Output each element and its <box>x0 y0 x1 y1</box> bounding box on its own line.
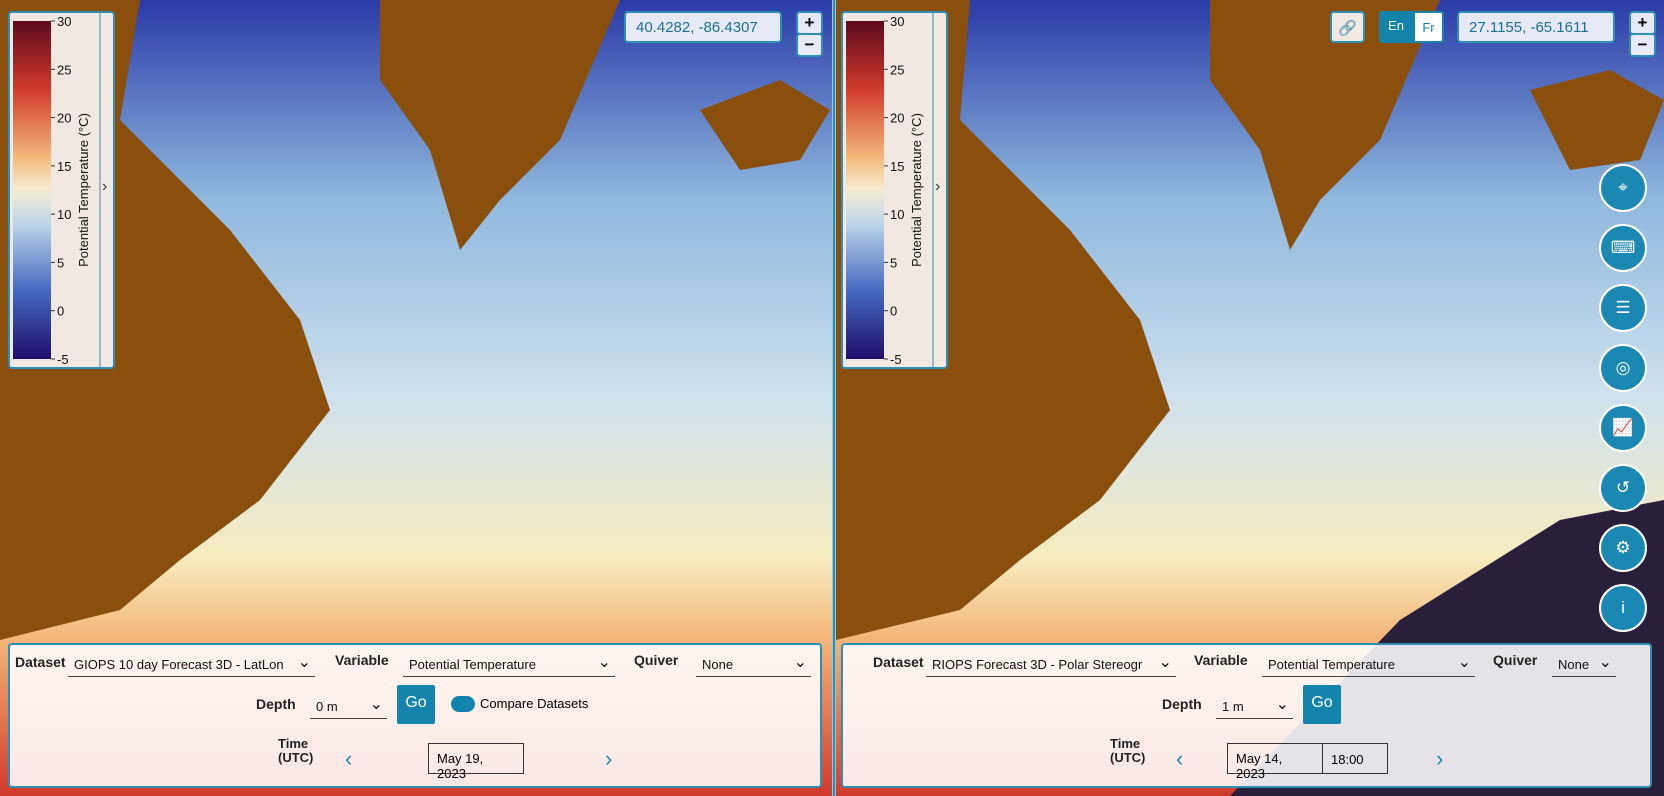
colorbar-tick-label: -5 <box>57 352 69 367</box>
collapse-arrow[interactable]: › <box>102 178 108 195</box>
compare-label[interactable]: Compare Datasets <box>480 696 589 711</box>
dataset-label: Dataset <box>15 654 66 670</box>
depth-select[interactable]: 0 m <box>310 697 387 719</box>
colorbar-tick-label: 30 <box>890 14 904 29</box>
colorbar-tick-label: 30 <box>57 14 71 29</box>
zoom-out[interactable]: − <box>796 33 823 57</box>
zoom-in[interactable]: + <box>1629 11 1656 35</box>
colorbar-tick-label: 25 <box>57 62 71 77</box>
prev-time[interactable]: ‹ <box>345 746 353 771</box>
date-picker[interactable]: May 14, 2023 <box>1227 743 1323 781</box>
variable-label: Variable <box>1194 652 1248 668</box>
dataset-select[interactable]: GIOPS 10 day Forecast 3D - LatLon <box>68 655 315 677</box>
compare-toggle[interactable] <box>451 696 475 712</box>
dataset-label: Dataset <box>873 654 924 670</box>
sidebar-button[interactable]: ⚙ <box>1599 524 1647 572</box>
colorbar-tick-label: 15 <box>890 159 904 174</box>
variable-select[interactable]: Potential Temperature <box>1262 655 1475 677</box>
next-time[interactable]: › <box>1436 746 1444 771</box>
colorbar-gradient <box>846 21 884 359</box>
quiver-label: Quiver <box>634 652 679 668</box>
dataset-select[interactable]: RIOPS Forecast 3D - Polar Stereogr <box>926 655 1176 677</box>
depth-label: Depth <box>256 696 296 712</box>
sidebar-button[interactable]: ◎ <box>1599 344 1647 392</box>
time-label: Time (UTC) <box>278 736 314 765</box>
go-button[interactable]: Go <box>1303 685 1341 724</box>
colorbar-scale: 30 25 20 15 10 5 0 -5 Potential Temperature (°C) <box>846 13 934 367</box>
lang-en[interactable]: En <box>1379 11 1413 43</box>
colorbar: 30 25 20 15 10 5 0 -5 Potential Temperature (°C)… <box>841 11 948 369</box>
zoom-out[interactable]: − <box>1629 33 1656 57</box>
colorbar-tick-label: 0 <box>57 304 64 319</box>
next-time[interactable]: › <box>605 746 613 771</box>
link-button[interactable]: 🔗 <box>1330 11 1365 43</box>
date-picker[interactable]: May 19, 2023 <box>428 743 524 781</box>
colorbar-gradient <box>13 21 51 359</box>
coordinates: 40.4282, -86.4307 <box>624 11 782 43</box>
coordinates: 27.1155, -65.1611 <box>1457 11 1615 43</box>
time-label: Time (UTC) <box>1110 736 1146 765</box>
depth-select[interactable]: 1 m <box>1216 697 1293 719</box>
colorbar-tick-label: 10 <box>57 207 71 222</box>
sidebar-button[interactable]: ⌨ <box>1599 224 1647 272</box>
quiver-label: Quiver <box>1493 652 1538 668</box>
sidebar-button[interactable]: ↺ <box>1599 464 1647 512</box>
colorbar-tick-label: -5 <box>890 352 902 367</box>
zoom-in[interactable]: + <box>796 11 823 35</box>
colorbar-tick-label: 15 <box>57 159 71 174</box>
colorbar-tick-label: 20 <box>57 111 71 126</box>
quiver-select[interactable]: None <box>1552 655 1616 677</box>
sidebar-button[interactable]: 📈 <box>1599 404 1647 452</box>
sidebar-button[interactable]: i <box>1599 584 1647 632</box>
colorbar-title: Potential Temperature (°C) <box>909 113 924 267</box>
colorbar-scale: 30 25 20 15 10 5 0 -5 Potential Temperature (°C) <box>13 13 101 367</box>
colorbar-tick-label: 5 <box>57 255 64 270</box>
depth-label: Depth <box>1162 696 1202 712</box>
variable-select[interactable]: Potential Temperature <box>403 655 615 677</box>
prev-time[interactable]: ‹ <box>1176 746 1184 771</box>
sidebar-button[interactable]: ⌖ <box>1599 164 1647 212</box>
lang-fr[interactable]: Fr <box>1413 11 1444 43</box>
colorbar-tick-label: 5 <box>890 255 897 270</box>
collapse-arrow[interactable]: › <box>935 178 941 195</box>
colorbar-title: Potential Temperature (°C) <box>76 113 91 267</box>
time-select[interactable]: 18:00 <box>1322 743 1388 774</box>
colorbar-tick-label: 0 <box>890 304 897 319</box>
colorbar-tick-label: 25 <box>890 62 904 77</box>
colorbar-tick-label: 20 <box>890 111 904 126</box>
go-button[interactable]: Go <box>397 685 435 724</box>
colorbar: 30 25 20 15 10 5 0 -5 Potential Temperature (°C)… <box>8 11 115 369</box>
colorbar-tick-label: 10 <box>890 207 904 222</box>
quiver-select[interactable]: None <box>696 655 811 677</box>
sidebar-button[interactable]: ☰ <box>1599 284 1647 332</box>
variable-label: Variable <box>335 652 389 668</box>
